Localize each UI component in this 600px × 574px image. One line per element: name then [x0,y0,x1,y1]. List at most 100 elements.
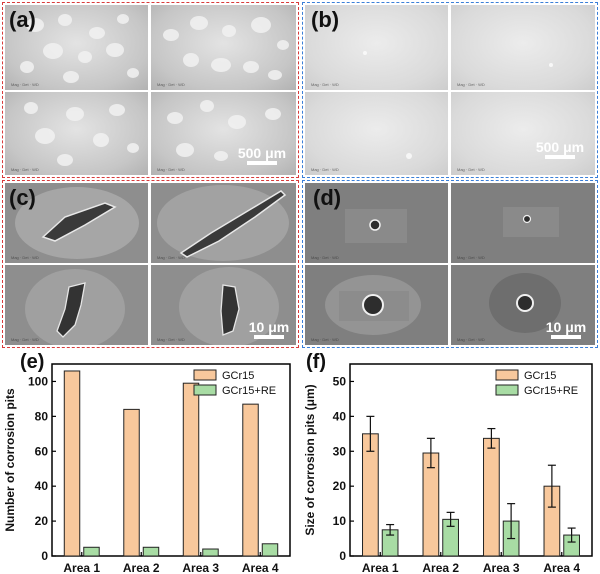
legend-label: GCr15 [524,370,556,382]
panel-label-a: (a) [9,7,36,32]
micrograph-meta: Mag · Det · WD [457,167,485,172]
y-tick-label: 10 [333,514,347,528]
x-tick-label: Area 2 [123,561,160,574]
micrograph-meta: Mag · Det · WD [11,82,39,87]
scale-bar-a-line [247,161,277,165]
legend-swatch [495,369,519,381]
x-tick-label: Area 2 [422,561,459,574]
micrograph-c1: Mag · Det · WD [5,183,148,263]
y-tick-label: 30 [333,444,347,458]
bar-gcr15-area-3 [182,382,200,557]
legend-swatch [193,369,217,381]
micrograph-a2: Mag · Det · WD [151,5,296,90]
micrograph-meta: Mag · Det · WD [311,82,339,87]
bar-gcr15-area-1 [63,370,81,557]
micrograph-b2: Mag · Det · WD [451,5,595,90]
pit-pattern-b3 [406,153,412,159]
bar-gcr15-area-4 [242,403,259,557]
pit-pattern-a4 [167,100,281,161]
y-axis-label: Size of corrosion pits (μm) [303,384,317,535]
chart-f-pit-size: 0 10 20 30 40 50 Size of corrosion pits (μm) Ar… [303,351,593,574]
bar-gcr15-area-2 [422,452,440,557]
y-tick-label: 40 [35,479,49,493]
micrograph-meta: Mag · Det · WD [311,337,339,342]
y-tick-label: 0 [41,549,48,563]
scale-bar-d-text: 10 μm [545,319,587,335]
bar-gcr15-re-area-1 [83,546,100,557]
legend-swatch [193,384,217,396]
bar-gcr15-area-2 [123,408,140,557]
pit-image-c2 [157,185,289,261]
micrograph-meta: Mag · Det · WD [157,337,185,342]
pit-image-d2 [503,207,559,237]
y-tick-label: 100 [28,374,48,388]
plot-frame [51,363,291,557]
scale-bar-b-text: 500 μm [535,139,585,155]
micrograph-meta: Mag · Det · WD [157,82,185,87]
micrograph-a1: Mag · Det · WD [5,5,148,90]
pit-pattern-a3 [24,102,139,166]
micrograph-d3: Mag · Det · WD [305,265,448,345]
pit-pattern-b2 [549,63,553,67]
plot-frame [349,363,593,557]
micrograph-meta: Mag · Det · WD [311,167,339,172]
x-tick-label: Area 1 [362,561,399,574]
bar-gcr15-re-area-3 [202,548,219,557]
y-tick-label: 20 [35,514,49,528]
bar-gcr15-re-area-4 [261,543,279,557]
micrograph-b4: Mag · Det · WD [451,92,595,175]
x-tick-label: Area 4 [242,561,279,574]
micrograph-c4: Mag · Det · WD [151,265,296,345]
pit-image-c4 [179,267,279,345]
micrograph-meta: Mag · Det · WD [157,255,185,260]
micrograph-meta: Mag · Det · WD [157,167,185,172]
scale-bar-c: 10 μm [245,319,293,341]
micrograph-meta: Mag · Det · WD [457,337,485,342]
panel-label-b: (b) [311,7,340,32]
x-tick-label: Area 4 [543,561,580,574]
y-tick-label: 0 [339,549,346,563]
panel-label-c: (c) [9,185,36,210]
micrograph-meta: Mag · Det · WD [457,82,485,87]
panel-a-micrographs: Mag · Det · WD Mag · Det · WD Mag · Det … [2,2,299,178]
chart-e-pit-count: 0 20 40 60 80 100 Number of corrosion pits Area… [3,351,291,574]
micrograph-b1: Mag · Det · WD [305,5,448,90]
panel-c-micrographs: Mag · Det · WD Mag · Det · WD Mag · Det … [2,180,299,348]
legend-label: GCr15+RE [524,385,578,397]
micrograph-meta: Mag · Det · WD [311,255,339,260]
micrograph-b3: Mag · Det · WD [305,92,448,175]
micrograph-d1: Mag · Det · WD [305,183,448,263]
bar-gcr15-re-area-2 [142,546,160,557]
x-tick-label: Area 3 [182,561,219,574]
legend-label: GCr15+RE [222,385,276,397]
y-tick-label: 40 [333,409,347,423]
pit-pattern-a1 [20,14,139,83]
scale-bar-c-text: 10 μm [248,319,290,335]
micrograph-meta: Mag · Det · WD [11,167,39,172]
micrograph-a3: Mag · Det · WD [5,92,148,175]
micrograph-c3: Mag · Det · WD [5,265,148,345]
micrograph-meta: Mag · Det · WD [457,255,485,260]
panel-label: (e) [20,351,44,373]
pit-image-c3 [25,269,125,345]
y-tick-label: 20 [333,479,347,493]
y-tick-label: 80 [35,409,49,423]
pit-image-d1 [345,209,407,243]
bar-gcr15-area-3 [483,437,500,557]
scale-bar-b-line [545,155,575,159]
micrograph-d4: Mag · Det · WD [451,265,595,345]
pit-image-c1 [15,187,139,259]
scale-bar-d: 10 μm [541,319,591,341]
micrograph-c2: Mag · Det · WD [151,183,296,263]
y-axis-label: Number of corrosion pits [3,388,17,532]
y-tick-label: 60 [35,444,49,458]
scale-bar-b: 500 μm [529,139,591,161]
panel-d-micrographs: Mag · Det · WD Mag · Det · WD Mag · Det … [302,180,598,348]
scale-bar-a-text: 500 μm [237,145,287,161]
scale-bar-d-line [551,335,581,339]
pit-image-d3 [325,275,421,335]
micrograph-d2: Mag · Det · WD [451,183,595,263]
bar-gcr15-area-1 [362,433,379,557]
legend-label: GCr15 [222,370,254,382]
y-tick-label: 50 [333,374,347,388]
